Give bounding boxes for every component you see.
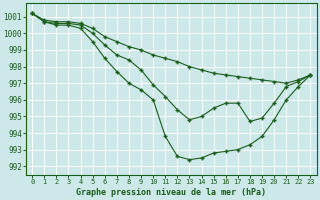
X-axis label: Graphe pression niveau de la mer (hPa): Graphe pression niveau de la mer (hPa) [76, 188, 266, 197]
